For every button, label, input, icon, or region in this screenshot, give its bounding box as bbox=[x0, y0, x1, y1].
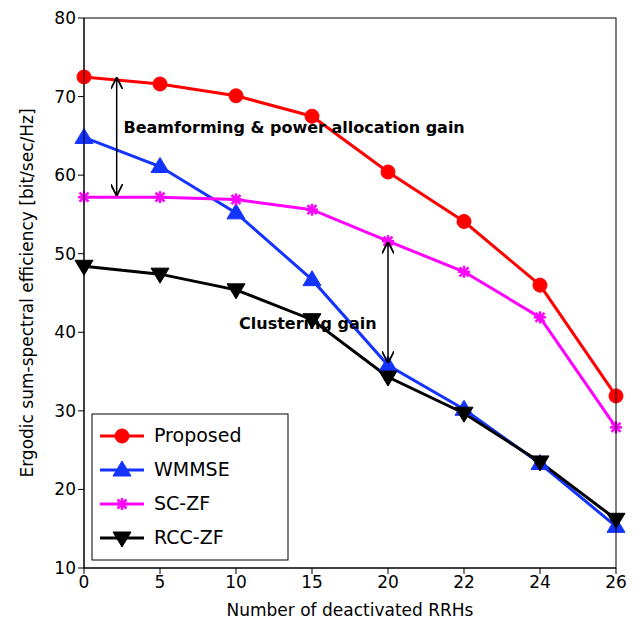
svg-text:70: 70 bbox=[54, 87, 76, 107]
svg-text:22: 22 bbox=[453, 572, 475, 592]
svg-text:SC-ZF: SC-ZF bbox=[154, 492, 210, 514]
svg-text:26: 26 bbox=[605, 572, 627, 592]
svg-text:60: 60 bbox=[54, 165, 76, 185]
svg-text:40: 40 bbox=[54, 322, 76, 342]
svg-text:5: 5 bbox=[155, 572, 166, 592]
svg-text:24: 24 bbox=[529, 572, 551, 592]
svg-text:Clustering gain: Clustering gain bbox=[239, 314, 377, 333]
svg-text:Ergodic sum-spectral efficienc: Ergodic sum-spectral efficiency [bit/sec… bbox=[17, 108, 37, 477]
svg-text:20: 20 bbox=[54, 479, 76, 499]
svg-text:Proposed: Proposed bbox=[154, 424, 241, 446]
svg-text:Number of deactivated RRHs: Number of deactivated RRHs bbox=[227, 600, 474, 620]
svg-text:15: 15 bbox=[301, 572, 323, 592]
svg-text:30: 30 bbox=[54, 401, 76, 421]
svg-text:WMMSE: WMMSE bbox=[154, 458, 230, 480]
svg-text:Beamforming & power allocation: Beamforming & power allocation gain bbox=[124, 118, 465, 137]
svg-text:10: 10 bbox=[54, 558, 76, 578]
svg-text:0: 0 bbox=[79, 572, 90, 592]
svg-text:20: 20 bbox=[377, 572, 399, 592]
svg-text:10: 10 bbox=[225, 572, 247, 592]
svg-text:RCC-ZF: RCC-ZF bbox=[154, 526, 224, 548]
svg-text:80: 80 bbox=[54, 8, 76, 28]
svg-text:50: 50 bbox=[54, 244, 76, 264]
